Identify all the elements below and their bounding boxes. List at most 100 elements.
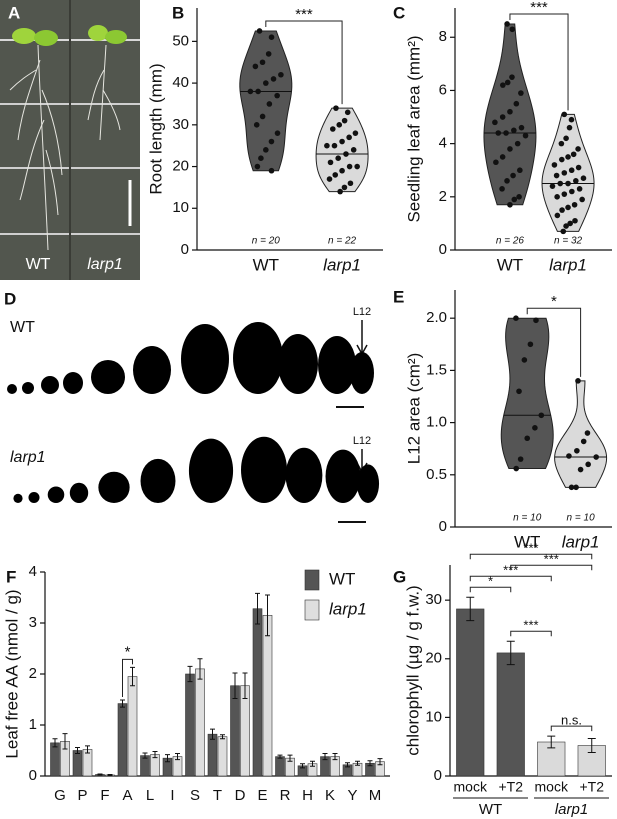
data-point	[553, 172, 560, 179]
leaf	[356, 464, 380, 503]
x-tick-label: larp1	[562, 532, 600, 551]
legend-swatch	[304, 569, 320, 591]
data-point	[517, 167, 523, 174]
leaf-marker: L12	[353, 306, 371, 318]
significance-label: ***	[523, 541, 538, 556]
data-point	[335, 155, 341, 162]
photo-label: WT	[26, 256, 51, 273]
data-point	[573, 178, 579, 184]
y-tick-label: 0	[181, 241, 189, 258]
data-point	[557, 180, 564, 187]
data-point	[499, 114, 506, 120]
data-point	[513, 315, 519, 321]
x-tick-label: K	[325, 787, 335, 804]
data-point	[253, 122, 260, 128]
x-tick-label: A	[122, 787, 132, 804]
significance-bracket	[526, 307, 582, 377]
leaf	[47, 486, 65, 503]
error-bar	[62, 733, 68, 750]
data-point	[565, 204, 571, 211]
error-bar	[175, 753, 180, 761]
data-point	[580, 175, 587, 181]
data-point	[500, 82, 506, 88]
y-tick-label: 0	[439, 518, 447, 535]
data-point	[332, 172, 339, 178]
data-point	[256, 28, 263, 34]
bar	[275, 756, 285, 777]
leaf-marker: L12	[353, 435, 371, 447]
data-point	[270, 76, 277, 82]
x-tick-label: Y	[347, 787, 357, 804]
group-label: WT	[479, 801, 502, 818]
n-label: n = 32	[554, 236, 583, 247]
n-label: n = 22	[328, 236, 357, 247]
error-bar	[187, 665, 193, 683]
data-point	[333, 105, 339, 111]
x-tick-label: WT	[497, 255, 523, 274]
data-point	[259, 59, 266, 66]
panel-label: D	[4, 289, 16, 308]
y-tick-label: 10	[172, 199, 189, 216]
n-label: n = 10	[513, 513, 542, 524]
significance-bracket	[510, 630, 552, 637]
leaf	[69, 482, 89, 503]
data-point	[266, 101, 273, 107]
data-point	[254, 163, 261, 170]
y-tick-label: 1.0	[426, 414, 447, 431]
leaf	[181, 324, 229, 394]
violin	[315, 107, 369, 193]
data-point	[593, 454, 599, 460]
y-tick-label: 0	[439, 241, 447, 258]
data-point	[575, 164, 582, 171]
data-point	[558, 156, 565, 163]
significance-label: ***	[295, 6, 313, 23]
n-label: n = 10	[567, 513, 596, 524]
violin	[500, 317, 554, 470]
data-point	[585, 461, 591, 468]
x-tick-label: larp1	[323, 255, 361, 274]
leaf	[13, 493, 23, 503]
error-bar	[300, 763, 305, 769]
error-bar	[277, 754, 283, 759]
data-point	[268, 138, 275, 145]
significance-bracket	[469, 586, 512, 593]
data-point	[507, 108, 513, 115]
data-point	[493, 159, 499, 166]
y-tick-label: 10	[425, 708, 442, 725]
data-point	[341, 184, 348, 191]
data-point	[521, 357, 528, 363]
data-point	[504, 21, 510, 27]
data-point	[532, 425, 538, 431]
error-bar	[75, 746, 80, 755]
bar	[252, 608, 263, 777]
data-point	[509, 74, 515, 80]
x-tick-label: WT	[514, 532, 540, 551]
y-tick-label: 0	[434, 767, 442, 784]
data-point	[527, 341, 534, 348]
y-tick-label: 8	[439, 28, 447, 45]
y-tick-label: 20	[425, 650, 442, 667]
error-bar	[107, 773, 113, 776]
data-point	[549, 183, 556, 189]
data-point	[352, 130, 359, 136]
x-tick-label: H	[302, 787, 313, 804]
leaf	[91, 360, 125, 394]
error-bar	[52, 738, 58, 748]
significance-bracket	[550, 725, 593, 732]
data-point	[268, 34, 275, 41]
data-point	[278, 71, 284, 78]
leaf	[241, 436, 287, 503]
leaf	[233, 322, 283, 394]
y-tick-label: 30	[425, 591, 442, 608]
x-tick-label: +T2	[579, 779, 604, 795]
x-tick-label: D	[235, 787, 246, 804]
y-tick-label: 6	[439, 81, 447, 98]
data-point	[504, 178, 510, 184]
bar	[195, 668, 205, 777]
violin	[541, 113, 595, 232]
error-bar	[265, 594, 270, 637]
data-point	[258, 155, 264, 162]
y-axis-label: Leaf free AA (nmol / g)	[2, 589, 21, 758]
panel-label: A	[8, 3, 20, 22]
bar	[185, 673, 195, 777]
